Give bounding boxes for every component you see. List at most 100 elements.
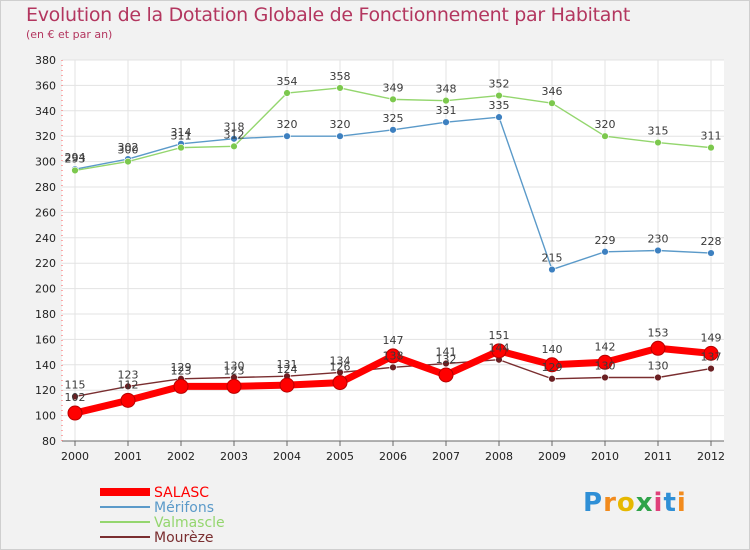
y-tick-label: 320	[35, 130, 56, 143]
legend-label-moureze: Mourèze	[154, 530, 214, 546]
point-valmascle	[442, 96, 450, 105]
x-tick-label: 2003	[220, 450, 248, 463]
data-label-merifons: 325	[383, 112, 404, 125]
data-labels: 294 302 314 318 320 320 325 331 335 215 229 230 228 2…	[65, 70, 722, 404]
logo-letter: i	[676, 488, 687, 518]
proxiti-logo: Proxiti	[583, 488, 687, 518]
data-label-salasc: 124	[277, 363, 298, 376]
point-moureze	[707, 364, 715, 373]
point-valmascle	[283, 89, 291, 97]
data-label-moureze: 131	[277, 358, 298, 371]
point-valmascle	[495, 91, 503, 100]
data-label-moureze: 115	[65, 379, 86, 392]
legend-label-valmascle: Valmascle	[154, 515, 225, 531]
point-moureze	[548, 375, 556, 383]
point-merifons	[654, 246, 662, 255]
point-salasc	[438, 367, 454, 383]
point-valmascle	[707, 143, 715, 152]
point-merifons	[495, 113, 503, 121]
data-label-salasc: 132	[436, 353, 457, 366]
point-valmascle	[71, 166, 79, 175]
series-group	[67, 84, 719, 421]
data-label-valmascle: 300	[118, 144, 139, 157]
x-tick-label: 2000	[61, 450, 89, 463]
y-tick-label: 260	[35, 206, 56, 219]
point-merifons	[442, 118, 450, 126]
y-tick-label: 340	[35, 105, 56, 118]
point-salasc	[650, 340, 666, 356]
point-salasc	[173, 378, 189, 394]
data-label-moureze: 144	[489, 342, 510, 355]
data-label-merifons: 335	[489, 99, 510, 112]
data-label-merifons: 318	[224, 121, 245, 134]
x-tick-label: 2001	[114, 450, 142, 463]
data-label-salasc: 153	[648, 326, 669, 339]
logo-letter: t	[663, 488, 677, 518]
data-label-salasc: 147	[383, 334, 404, 347]
point-merifons	[707, 249, 715, 257]
logo-letter: o	[616, 488, 636, 518]
data-label-moureze: 129	[542, 361, 563, 374]
x-tick-label: 2004	[273, 450, 301, 463]
point-salasc	[279, 377, 295, 393]
point-valmascle	[389, 95, 397, 104]
point-salasc	[544, 357, 560, 373]
x-tick-label: 2010	[591, 450, 619, 463]
data-label-merifons: 229	[595, 234, 616, 247]
data-label-merifons: 320	[277, 118, 298, 131]
x-tick-label: 2012	[697, 450, 725, 463]
data-label-salasc: 102	[65, 391, 86, 404]
data-label-moureze: 130	[224, 360, 245, 373]
data-label-merifons: 320	[330, 118, 351, 131]
chart-subtitle: (en € et par an)	[26, 28, 113, 41]
point-moureze	[442, 359, 450, 368]
data-label-valmascle: 354	[277, 75, 298, 88]
data-label-merifons: 228	[701, 235, 722, 248]
y-tick-label: 180	[35, 308, 56, 321]
data-label-valmascle: 349	[383, 81, 404, 94]
y-tick-label: 360	[35, 79, 56, 92]
y-tick-label: 380	[35, 54, 56, 67]
data-label-moureze: 137	[701, 351, 722, 364]
point-valmascle	[124, 157, 132, 166]
x-tick-label: 2007	[432, 450, 460, 463]
legend-label-merifons: Mérifons	[154, 500, 214, 516]
chart-title: Evolution de la Dotation Globale de Fonc…	[26, 4, 631, 26]
data-label-salasc: 149	[701, 331, 722, 344]
point-valmascle	[336, 84, 344, 92]
data-label-salasc: 123	[224, 364, 245, 377]
point-merifons	[389, 126, 397, 134]
point-salasc	[332, 375, 348, 391]
point-salasc	[67, 405, 83, 421]
data-label-valmascle: 293	[65, 152, 86, 165]
point-salasc	[491, 343, 507, 359]
y-tick-label: 140	[35, 359, 56, 372]
logo-letter: x	[635, 488, 654, 518]
data-label-moureze: 130	[595, 360, 616, 373]
point-moureze	[389, 363, 397, 372]
data-label-valmascle: 348	[436, 83, 457, 96]
point-merifons	[601, 248, 609, 256]
point-moureze	[71, 392, 79, 401]
data-label-salasc: 112	[118, 378, 139, 391]
data-label-valmascle: 352	[489, 78, 510, 91]
point-valmascle	[230, 142, 238, 151]
x-tick-label: 2006	[379, 450, 407, 463]
logo-letter: r	[603, 488, 617, 518]
data-label-salasc: 151	[489, 329, 510, 342]
y-tick-label: 200	[35, 283, 56, 296]
x-tick-label: 2009	[538, 450, 566, 463]
x-tick-label: 2008	[485, 450, 513, 463]
logo-letter: i	[653, 488, 664, 518]
point-salasc	[226, 378, 242, 394]
point-salasc	[597, 354, 613, 370]
y-tick-label: 100	[35, 410, 56, 423]
data-label-valmascle: 311	[701, 130, 722, 143]
data-label-valmascle: 320	[595, 118, 616, 131]
point-merifons	[548, 265, 556, 274]
data-label-valmascle: 315	[648, 125, 669, 138]
data-label-salasc: 123	[171, 364, 192, 377]
data-label-moureze: 138	[383, 349, 404, 362]
